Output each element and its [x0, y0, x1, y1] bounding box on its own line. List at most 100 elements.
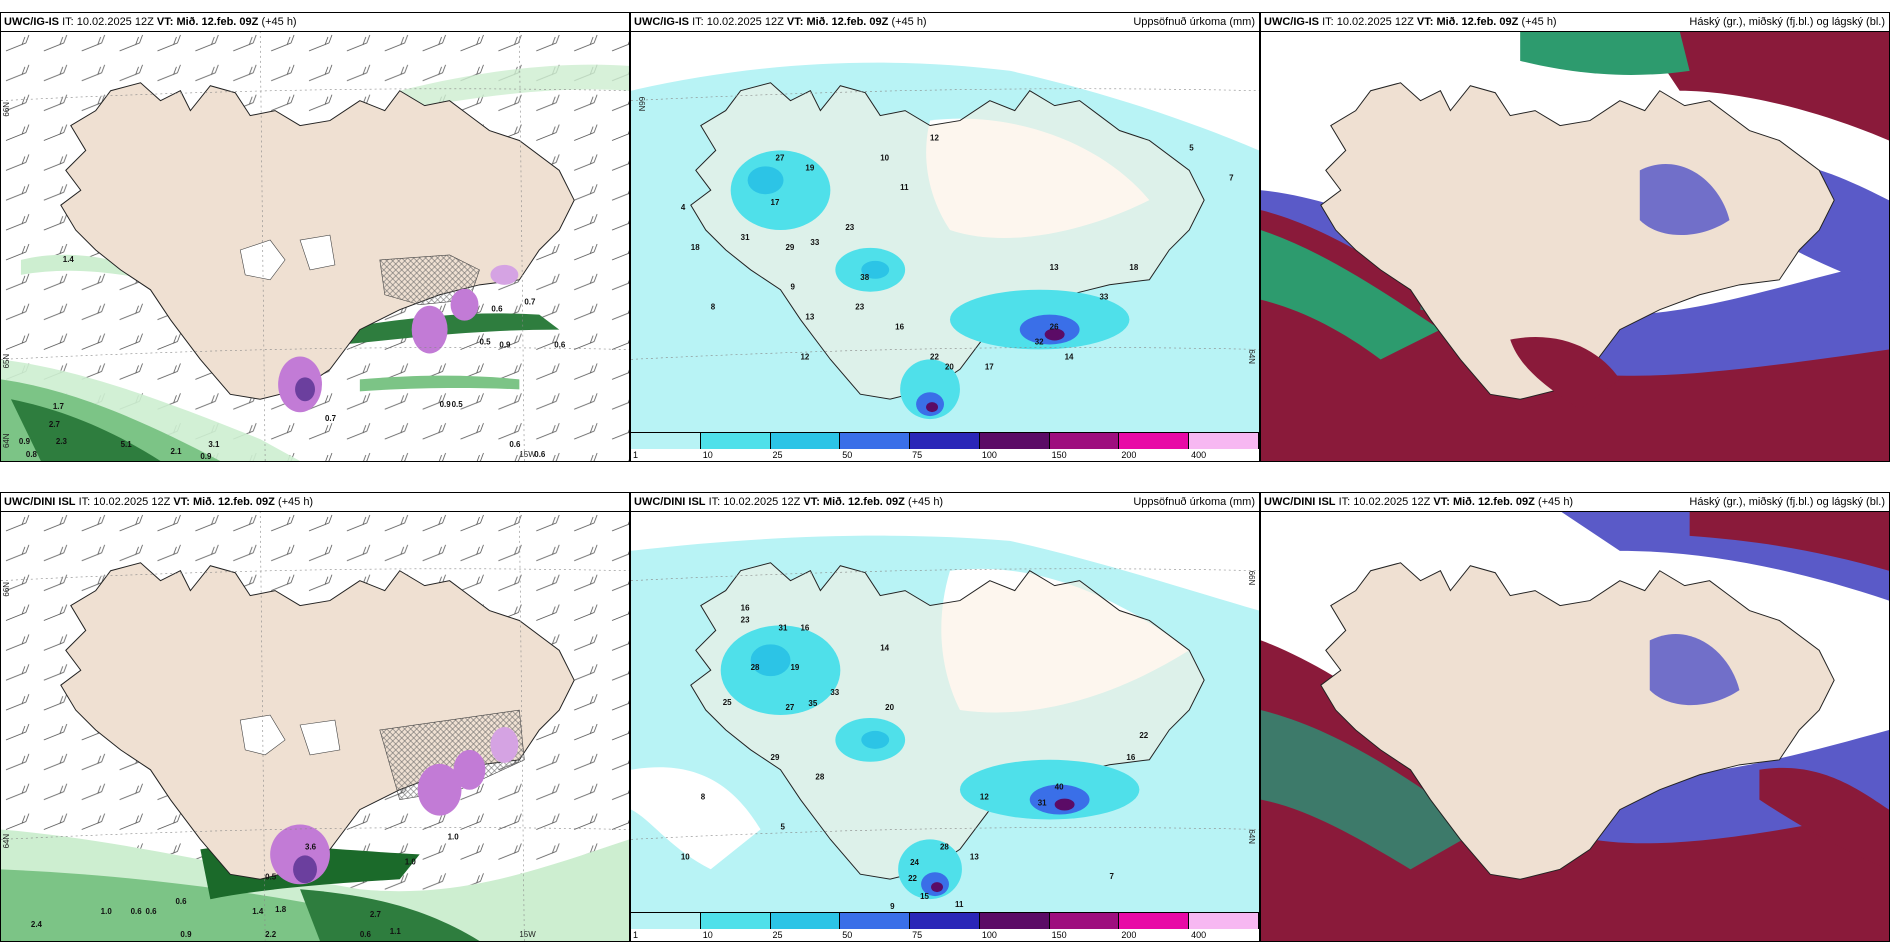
lon-label-15w: 15W	[519, 450, 536, 459]
precip-shading	[720, 625, 1140, 900]
precip-value: 31	[1038, 799, 1047, 808]
lat-label-64n: 64N	[1247, 349, 1256, 364]
map-panel-bottom-left: UWC/DINI ISL IT: 10.02.2025 12Z VT: Mið.…	[0, 492, 630, 942]
precip-value: 20	[945, 362, 954, 371]
colorbar-tick: 25	[772, 930, 783, 940]
colorbar-cell	[840, 433, 911, 449]
vt-label: VT:	[1416, 16, 1434, 28]
colorbar-tick: 1	[633, 930, 639, 940]
precip-value: 31	[779, 623, 788, 632]
colorbar-tick: 100	[981, 450, 997, 460]
colorbar-tick: 150	[1051, 930, 1067, 940]
colorbar-cell	[910, 433, 980, 449]
precip-value: 19	[790, 663, 799, 672]
precip-value: 7	[1229, 173, 1234, 182]
snow-value: 0.6	[146, 907, 158, 916]
snow-value: 0.5	[479, 338, 491, 347]
iceland-land	[1320, 562, 1835, 880]
panel-header: UWC/IG-IS IT: 10.02.2025 12Z VT: Mið. 12…	[1, 13, 629, 32]
snow-value: 2.4	[31, 920, 43, 929]
precip-value: 23	[855, 303, 864, 312]
lon-label-15w: 15W	[519, 930, 536, 939]
it-value: 10.02.2025 12Z	[93, 496, 171, 508]
snow-value: 0.9	[200, 452, 212, 461]
colorbar-tick: 50	[842, 930, 853, 940]
colorbar-cell	[1189, 433, 1259, 449]
precip-value: 7	[1109, 872, 1114, 881]
precip-value: 29	[771, 753, 780, 762]
precip-value: 32	[1035, 337, 1044, 346]
precip-value: 16	[800, 623, 809, 632]
precip-value: 9	[790, 283, 795, 292]
colorbar-tick: 25	[772, 450, 783, 460]
precip-value: 11	[955, 900, 964, 909]
snow-value: 0.6	[491, 305, 503, 314]
map-panel-top-middle: UWC/IG-IS IT: 10.02.2025 12Z VT: Mið. 12…	[630, 12, 1260, 462]
precip-value: 10	[880, 153, 889, 162]
colorbar-tick: 10	[702, 450, 713, 460]
precip-value: 29	[786, 243, 795, 252]
vt-value: Mið. 12.feb. 09Z	[822, 496, 905, 508]
snow-value: 0.7	[524, 298, 536, 307]
it-label: IT:	[708, 496, 721, 508]
precip-value: 27	[776, 153, 785, 162]
precip-value: 8	[711, 303, 716, 312]
precip-values: 27 19 17 31 29 33 23 38 18 13 23 16 12 2…	[681, 133, 1234, 371]
map-area	[1261, 31, 1889, 461]
lead-time: (+45 h)	[277, 496, 314, 508]
snow-shading	[1, 64, 629, 461]
snow-value: 0.5	[265, 872, 277, 881]
it-label: IT:	[62, 16, 74, 28]
map-area: 66N 64N 15W 3.6 1.0 1.0 0.6 2.4 1.0 0.6 …	[1, 511, 629, 941]
lat-label-66n: 66N	[2, 582, 11, 597]
precip-value: 19	[805, 163, 814, 172]
precip-value: 18	[1129, 263, 1138, 272]
precip-value: 11	[900, 183, 909, 192]
precip-value: 18	[691, 243, 700, 252]
colorbar-cell	[1049, 433, 1120, 449]
iceland-land	[690, 82, 1205, 400]
snow-value: 2.1	[170, 447, 182, 456]
map-canvas: 66N 64N 27 19 17 31 29 33 23 38 18 13 23…	[631, 31, 1259, 433]
colorbar-cell	[1119, 433, 1190, 449]
precip-value: 16	[741, 604, 750, 613]
precip-value: 17	[985, 362, 994, 371]
lat-label-66n: 66N	[2, 102, 11, 117]
it-value: 10.02.2025 12Z	[76, 16, 154, 28]
snow-value: 1.0	[101, 907, 113, 916]
lat-label-65n: 65N	[2, 354, 11, 369]
map-canvas: 66N 64N 16 23 31 16 19 28 25 27 35 33 29…	[631, 511, 1259, 913]
precip-value: 5	[781, 822, 786, 831]
colorbar-tick: 400	[1191, 930, 1207, 940]
snow-value: 2.7	[49, 420, 61, 429]
snow-value: 1.4	[252, 907, 264, 916]
vt-value: Mið. 12.feb. 09Z	[806, 16, 889, 28]
precip-value: 13	[805, 313, 814, 322]
lat-label-64n: 64N	[2, 433, 11, 448]
snow-value: 0.6	[509, 440, 521, 449]
precip-value: 28	[815, 773, 824, 782]
graticule	[1, 31, 629, 461]
precip-value: 12	[800, 352, 809, 361]
snow-value: 2.2	[265, 930, 277, 939]
precip-value: 33	[830, 688, 839, 697]
it-value: 10.02.2025 12Z	[1353, 496, 1431, 508]
iceland-land	[60, 562, 575, 880]
colorbar-tick: 10	[702, 930, 713, 940]
colorbar-cell	[979, 433, 1050, 449]
precip-value: 33	[810, 238, 819, 247]
snow-value: 0.6	[554, 341, 566, 350]
precip-value: 12	[930, 133, 939, 142]
it-label: IT:	[692, 16, 704, 28]
colorbar-tick: 200	[1121, 930, 1137, 940]
colorbar-cells	[631, 913, 1259, 929]
precip-blobs	[278, 264, 519, 413]
colorbar-cell	[700, 913, 771, 929]
vt-value: Mið. 12.feb. 09Z	[192, 496, 275, 508]
lat-label-64n: 64N	[1247, 829, 1256, 844]
colorbar-labels: 1 10 25 50 75 100 150 200 400	[631, 449, 1259, 461]
precip-value: 9	[890, 902, 895, 911]
map-canvas	[1261, 31, 1889, 461]
precip-value: 27	[786, 703, 795, 712]
vt-label: VT:	[803, 496, 820, 508]
